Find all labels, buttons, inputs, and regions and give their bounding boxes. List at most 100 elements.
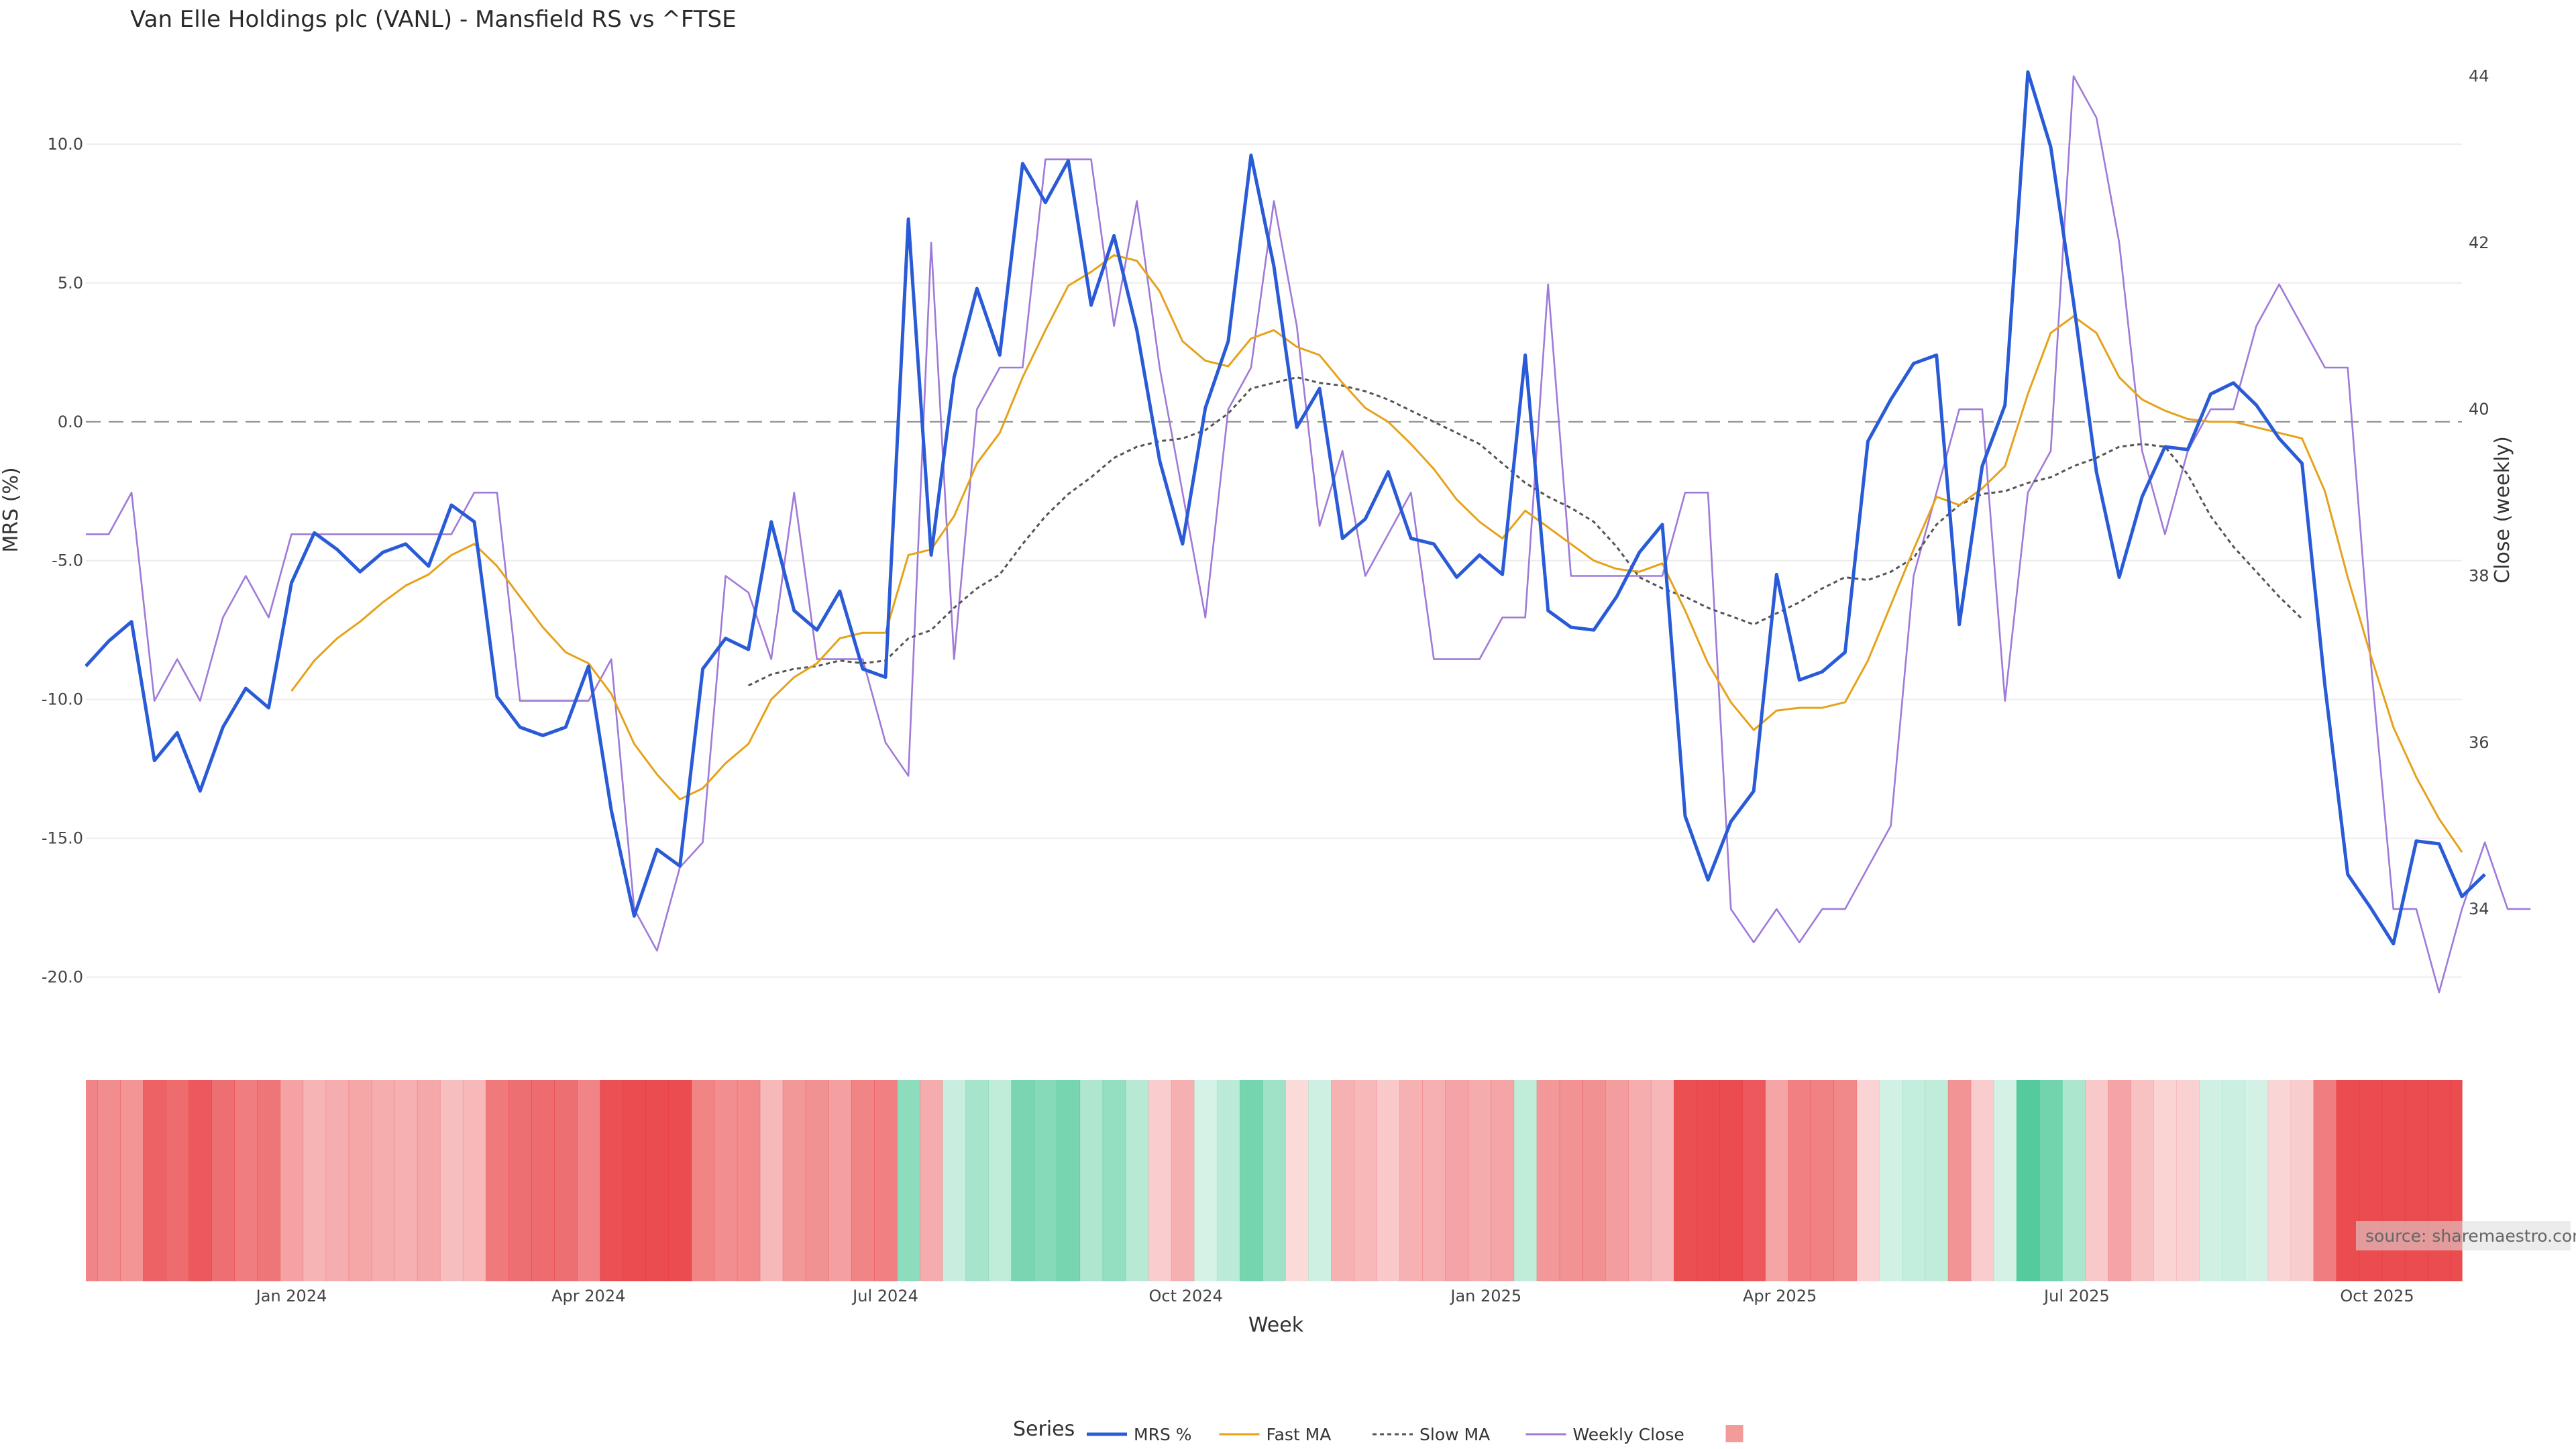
- strip-cell: [2222, 1080, 2246, 1281]
- strip-cell: [1239, 1080, 1263, 1281]
- strip-cell: [873, 1080, 898, 1281]
- strip-cell: [2176, 1080, 2200, 1281]
- strip-cell: [1491, 1080, 1515, 1281]
- strip-cell: [2061, 1080, 2086, 1281]
- chart-title: Van Elle Holdings plc (VANL) - Mansfield…: [130, 6, 737, 33]
- strip-cell: [577, 1080, 600, 1281]
- strip-cell: [1102, 1080, 1126, 1281]
- left-axis-title: MRS (%): [0, 467, 23, 552]
- strip-cell: [394, 1080, 418, 1281]
- strip-cell: [623, 1080, 647, 1281]
- series-line-slow-ma: [748, 376, 2303, 687]
- strip-cell: [325, 1080, 350, 1281]
- heatmap-strip: [86, 1080, 2463, 1281]
- source-note: source: sharemaestro.com: [2365, 1226, 2576, 1246]
- strip-cell: [1057, 1080, 1081, 1281]
- strip-cell: [97, 1080, 121, 1281]
- strip-cell: [554, 1080, 578, 1281]
- strip-cell: [280, 1080, 304, 1281]
- left-tick-label: -10.0: [42, 690, 83, 709]
- strip-cell: [943, 1080, 966, 1281]
- right-axis-ticks: 44 42 40 38 36 34: [2469, 66, 2489, 918]
- strip-cell: [805, 1080, 829, 1281]
- strip-cell: [782, 1080, 806, 1281]
- strip-cell: [417, 1080, 441, 1281]
- right-tick-label: 34: [2469, 900, 2489, 918]
- strip-cell: [348, 1080, 372, 1281]
- source-note-box: [2356, 1221, 2571, 1250]
- strip-cell: [1742, 1080, 1766, 1281]
- strip-cell: [1308, 1080, 1332, 1281]
- strip-cell: [2427, 1080, 2451, 1281]
- strip-cell: [211, 1080, 235, 1281]
- left-tick-label: -15.0: [42, 829, 83, 848]
- strip-cell: [2039, 1080, 2063, 1281]
- strip-cell: [1765, 1080, 1788, 1281]
- strip-cell: [2450, 1080, 2463, 1281]
- strip-cell: [920, 1080, 943, 1281]
- strip-cell: [439, 1080, 464, 1281]
- strip-cell: [691, 1080, 715, 1281]
- strip-cell: [1262, 1080, 1286, 1281]
- strip-cell: [1422, 1080, 1446, 1281]
- series-layer: [85, 70, 2531, 994]
- x-tick-label: Apr 2025: [1743, 1287, 1817, 1305]
- x-tick-label: Jan 2025: [1449, 1287, 1521, 1305]
- strip-cell: [462, 1080, 486, 1281]
- left-tick-label: 10.0: [48, 135, 83, 154]
- strip-cell: [1377, 1080, 1400, 1281]
- left-tick-label: -5.0: [52, 551, 83, 570]
- strip-cell: [1902, 1080, 1926, 1281]
- strip-cell: [166, 1080, 189, 1281]
- x-axis-ticks: Jan 2024 Apr 2024 Jul 2024 Oct 2024 Jan 2025…: [255, 1287, 2414, 1305]
- strip-cell: [1582, 1080, 1606, 1281]
- strip-cell: [1674, 1080, 1697, 1281]
- right-tick-label: 44: [2469, 66, 2489, 85]
- right-tick-label: 36: [2469, 733, 2489, 752]
- right-tick-label: 40: [2469, 400, 2489, 419]
- strip-cell: [668, 1080, 692, 1281]
- strip-cell: [2359, 1080, 2383, 1281]
- legend-item-label: Slow MA: [1419, 1425, 1490, 1444]
- strip-cell: [1171, 1080, 1195, 1281]
- strip-cell: [189, 1080, 212, 1281]
- strip-cell: [1605, 1080, 1629, 1281]
- strip-cell: [1811, 1080, 1835, 1281]
- right-axis-title: Close (weekly): [2491, 436, 2514, 584]
- left-tick-label: 0.0: [58, 413, 83, 431]
- x-tick-label: Jul 2024: [851, 1287, 918, 1305]
- strip-cell: [1925, 1080, 1949, 1281]
- strip-cell: [1079, 1080, 1104, 1281]
- left-axis-ticks: 10.0 5.0 0.0 -5.0 -10.0 -15.0 -20.0: [42, 135, 83, 987]
- strip-cell: [851, 1080, 875, 1281]
- strip-cell: [2290, 1080, 2314, 1281]
- strip-cell: [1513, 1080, 1538, 1281]
- strip-cell: [1331, 1080, 1354, 1281]
- strip-cell: [1719, 1080, 1743, 1281]
- strip-cell: [1193, 1080, 1218, 1281]
- strip-cell: [2267, 1080, 2292, 1281]
- strip-cell: [120, 1080, 144, 1281]
- strip-cell: [1650, 1080, 1674, 1281]
- strip-cell: [1697, 1080, 1720, 1281]
- strip-cell: [1034, 1080, 1058, 1281]
- strip-cell: [508, 1080, 532, 1281]
- strip-cell: [1011, 1080, 1034, 1281]
- strip-cell: [531, 1080, 555, 1281]
- series-line-fast-ma: [290, 254, 2463, 853]
- strip-cell: [2313, 1080, 2337, 1281]
- strip-cell: [965, 1080, 989, 1281]
- strip-cell: [1788, 1080, 1811, 1281]
- strip-cell: [86, 1080, 98, 1281]
- strip-cell: [2336, 1080, 2360, 1281]
- strip-cell: [988, 1080, 1012, 1281]
- strip-cell: [2153, 1080, 2177, 1281]
- legend-item-label: Fast MA: [1267, 1425, 1332, 1444]
- strip-cell: [600, 1080, 623, 1281]
- strip-cell: [2108, 1080, 2131, 1281]
- x-tick-label: Jan 2024: [255, 1287, 327, 1305]
- x-axis-title: Week: [1248, 1313, 1304, 1337]
- strip-cell: [897, 1080, 920, 1281]
- series-line-mrs: [85, 70, 2486, 946]
- x-tick-label: Oct 2025: [2340, 1287, 2414, 1305]
